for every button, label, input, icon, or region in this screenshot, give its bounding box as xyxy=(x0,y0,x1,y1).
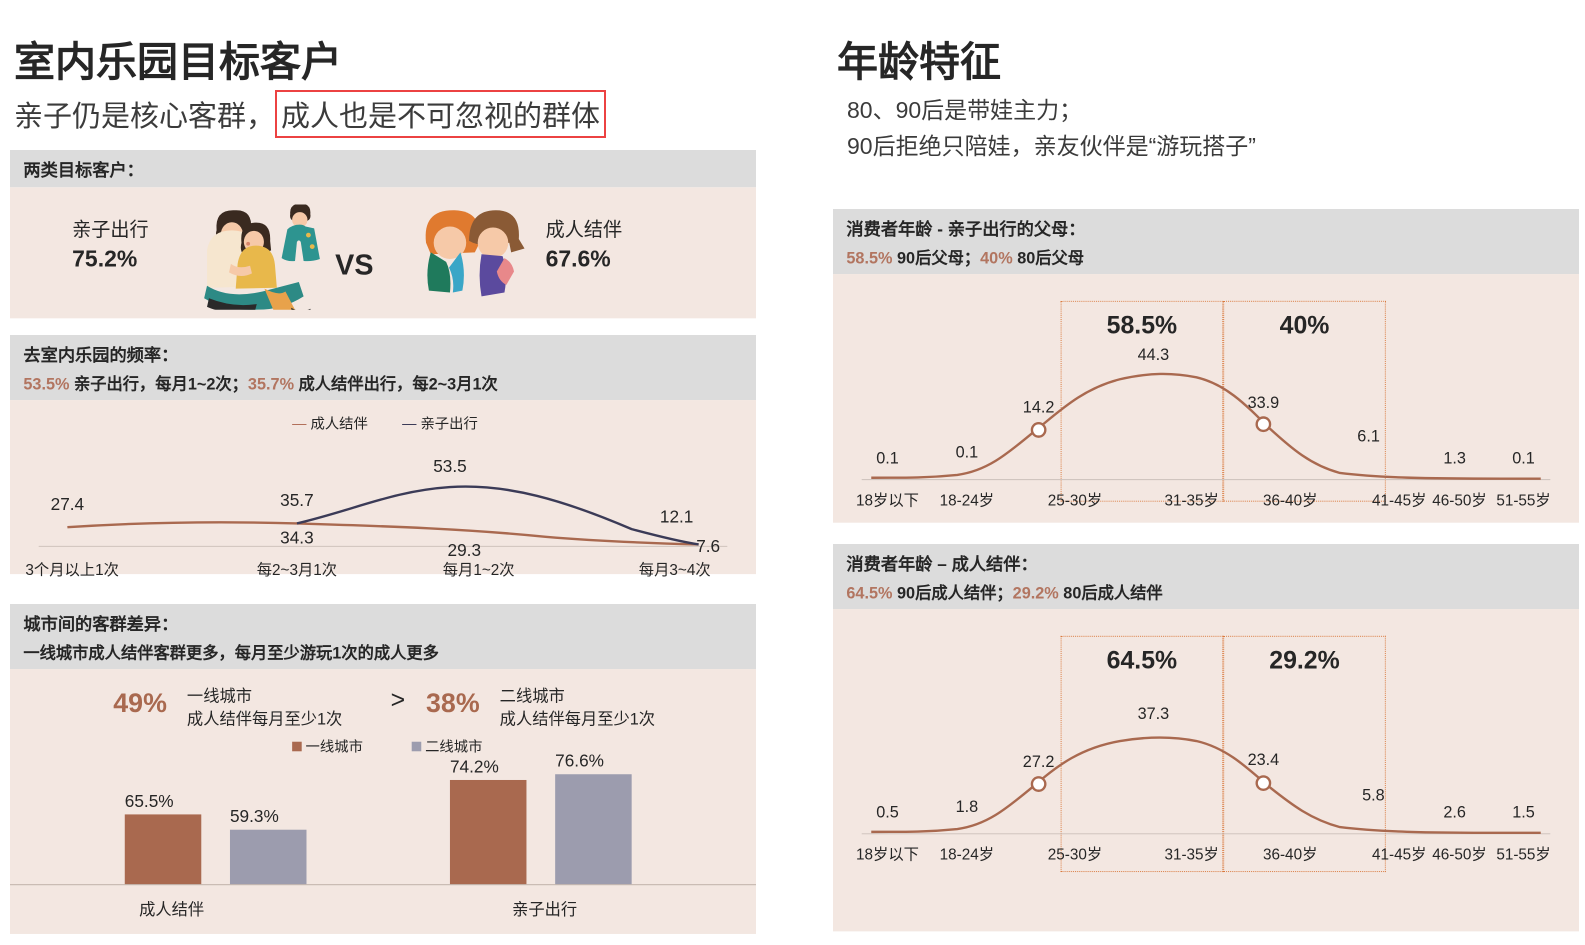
svg-text:27.4: 27.4 xyxy=(51,494,85,514)
svg-text:36-40岁: 36-40岁 xyxy=(1263,492,1317,509)
svg-text:29.3: 29.3 xyxy=(448,540,481,560)
svg-text:35.7: 35.7 xyxy=(280,490,313,510)
svg-text:3个月以上1次: 3个月以上1次 xyxy=(25,562,119,577)
svg-text:7.6: 7.6 xyxy=(696,536,720,556)
svg-text:53.5: 53.5 xyxy=(433,456,466,476)
svg-text:每月3~4次: 每月3~4次 xyxy=(639,562,711,577)
svg-text:51-55岁: 51-55岁 xyxy=(1496,492,1550,509)
svg-text:1.8: 1.8 xyxy=(956,798,979,816)
svg-text:37.3: 37.3 xyxy=(1138,705,1170,723)
svg-text:每月1~2次: 每月1~2次 xyxy=(443,562,515,577)
svg-text:31-35岁: 31-35岁 xyxy=(1164,847,1218,864)
svg-text:25-30岁: 25-30岁 xyxy=(1048,847,1102,864)
svg-text:44.3: 44.3 xyxy=(1138,346,1170,364)
svg-text:51-55岁: 51-55岁 xyxy=(1496,847,1550,864)
svg-text:1.5: 1.5 xyxy=(1512,804,1535,822)
svg-text:2.6: 2.6 xyxy=(1443,804,1466,822)
svg-text:每2~3月1次: 每2~3月1次 xyxy=(257,562,337,577)
svg-text:34.3: 34.3 xyxy=(280,527,313,547)
svg-text:5.8: 5.8 xyxy=(1362,786,1385,804)
svg-text:25-30岁: 25-30岁 xyxy=(1048,492,1102,509)
svg-text:12.1: 12.1 xyxy=(660,506,693,526)
svg-text:18岁以下: 18岁以下 xyxy=(856,492,919,509)
svg-text:6.1: 6.1 xyxy=(1357,427,1380,445)
svg-text:41-45岁: 41-45岁 xyxy=(1372,847,1426,864)
svg-text:41-45岁: 41-45岁 xyxy=(1372,492,1426,509)
svg-text:1.3: 1.3 xyxy=(1443,449,1466,467)
svg-text:0.1: 0.1 xyxy=(956,444,979,462)
svg-text:0.1: 0.1 xyxy=(1512,449,1535,467)
svg-text:18岁以下: 18岁以下 xyxy=(856,847,919,864)
svg-text:46-50岁: 46-50岁 xyxy=(1432,847,1486,864)
svg-text:18-24岁: 18-24岁 xyxy=(940,847,994,864)
svg-text:27.2: 27.2 xyxy=(1023,753,1055,771)
svg-text:33.9: 33.9 xyxy=(1248,394,1280,412)
svg-text:31-35岁: 31-35岁 xyxy=(1164,492,1218,509)
svg-text:0.5: 0.5 xyxy=(876,804,899,822)
svg-text:46-50岁: 46-50岁 xyxy=(1432,492,1486,509)
svg-text:18-24岁: 18-24岁 xyxy=(940,492,994,509)
svg-text:36-40岁: 36-40岁 xyxy=(1263,847,1317,864)
svg-text:23.4: 23.4 xyxy=(1248,751,1280,769)
svg-text:14.2: 14.2 xyxy=(1023,399,1055,417)
svg-text:0.1: 0.1 xyxy=(876,449,899,467)
